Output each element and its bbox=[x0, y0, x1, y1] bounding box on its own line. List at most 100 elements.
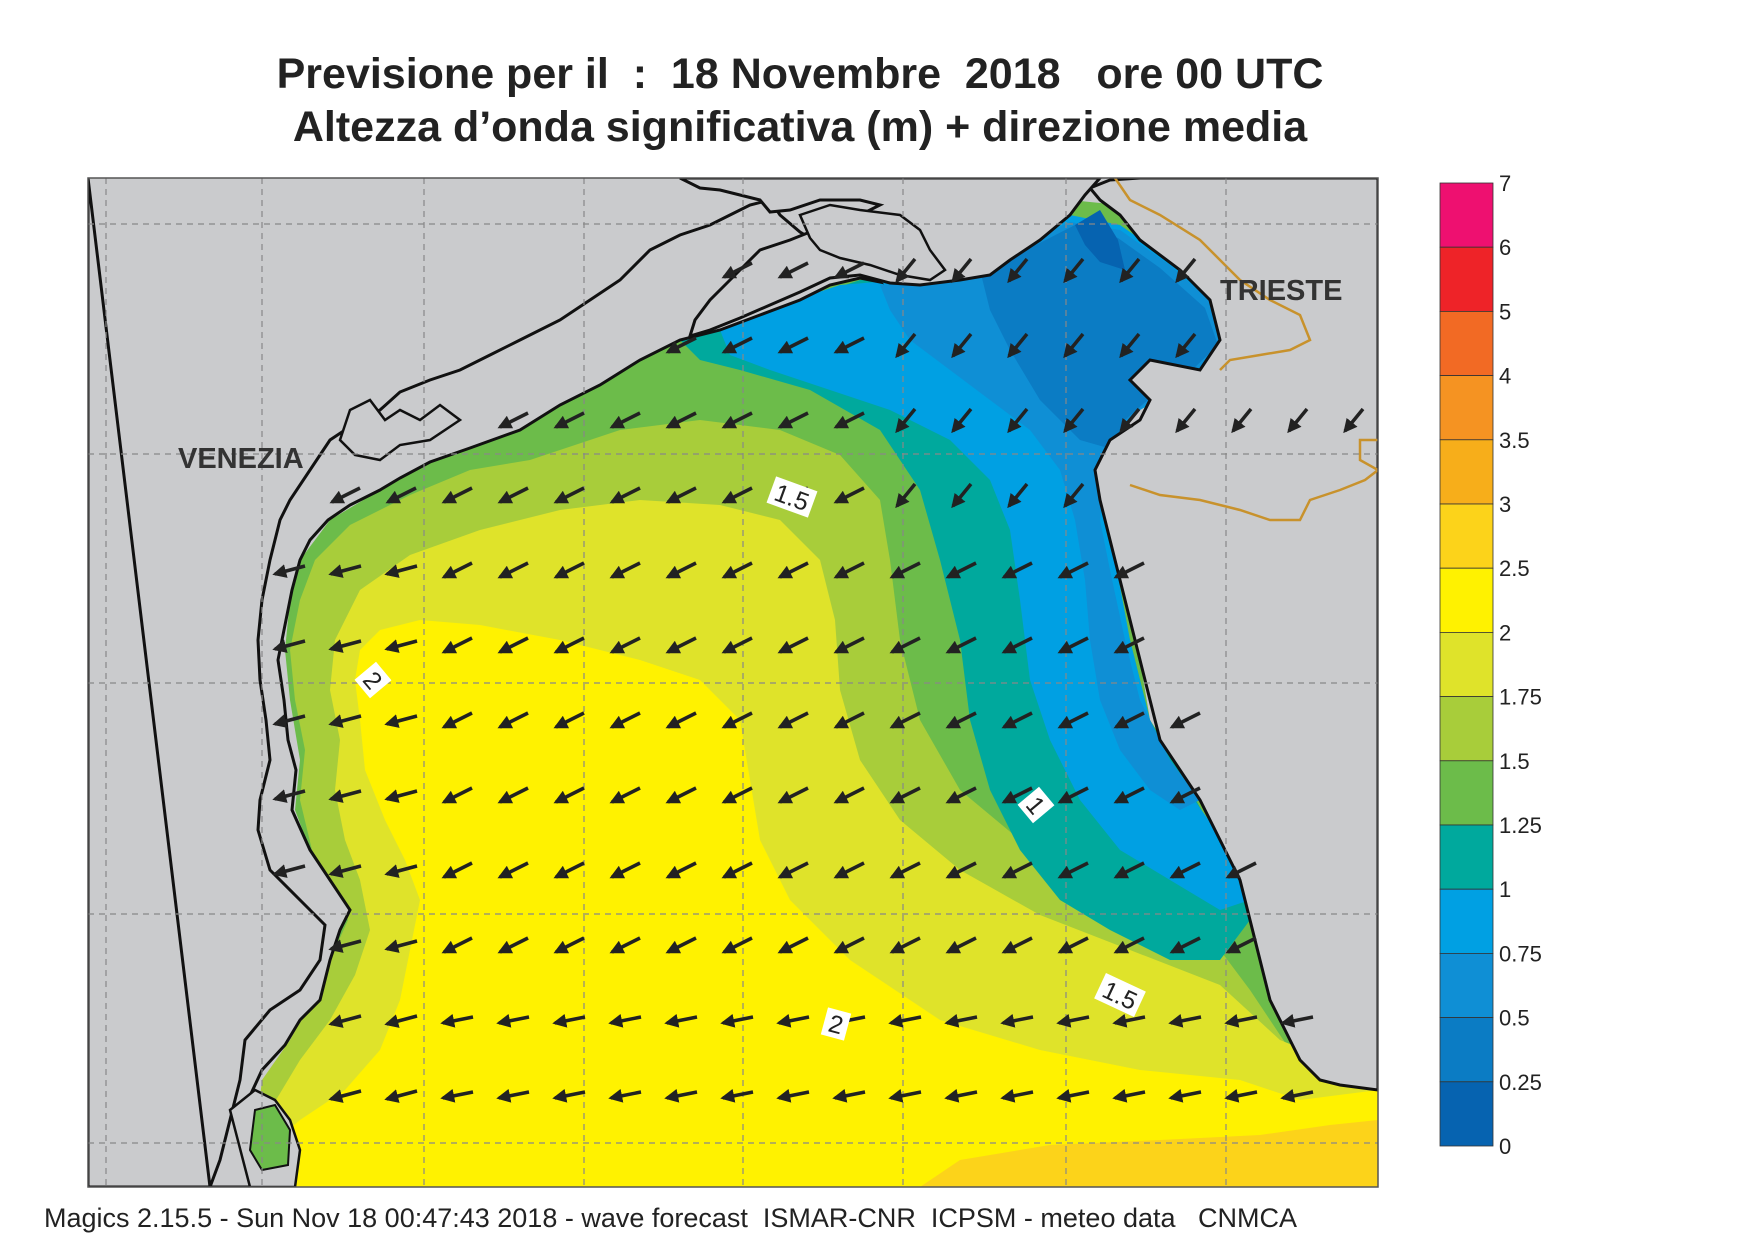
direction-arrow bbox=[440, 1088, 474, 1103]
direction-arrow bbox=[944, 1088, 978, 1103]
legend-swatch bbox=[1439, 888, 1494, 954]
direction-arrow bbox=[721, 336, 753, 354]
direction-arrow bbox=[441, 711, 473, 729]
direction-arrow bbox=[1113, 636, 1145, 654]
wave-band-2 bbox=[250, 620, 1378, 1187]
direction-arrow bbox=[895, 257, 917, 284]
direction-arrow bbox=[1113, 711, 1145, 729]
direction-arrow bbox=[720, 1013, 754, 1028]
direction-arrow bbox=[553, 411, 585, 429]
direction-arrow bbox=[721, 561, 753, 579]
direction-arrow bbox=[721, 411, 753, 429]
direction-arrow bbox=[1112, 1013, 1146, 1028]
direction-arrow bbox=[1280, 1088, 1314, 1103]
direction-arrow bbox=[1169, 786, 1201, 804]
direction-arrow bbox=[1063, 407, 1085, 434]
direction-arrow bbox=[720, 1088, 754, 1103]
direction-arrow bbox=[1119, 332, 1141, 359]
legend-swatch bbox=[1439, 1081, 1494, 1147]
direction-arrow bbox=[1225, 861, 1257, 879]
direction-arrow bbox=[552, 1088, 586, 1103]
direction-arrow bbox=[833, 936, 865, 954]
direction-arrow bbox=[1175, 407, 1197, 434]
direction-arrow bbox=[721, 786, 753, 804]
direction-arrow bbox=[945, 861, 977, 879]
direction-arrow bbox=[329, 486, 361, 504]
direction-arrow bbox=[440, 1013, 474, 1028]
direction-arrow bbox=[609, 786, 641, 804]
direction-arrow bbox=[889, 711, 921, 729]
direction-arrow bbox=[1287, 407, 1309, 434]
legend-tick-label: 6 bbox=[1499, 235, 1511, 260]
direction-arrow bbox=[1001, 636, 1033, 654]
direction-arrow bbox=[1168, 1013, 1202, 1028]
direction-arrow bbox=[951, 482, 973, 509]
direction-arrow bbox=[384, 714, 418, 728]
direction-arrow bbox=[944, 1013, 978, 1028]
direction-arrow bbox=[1119, 257, 1141, 284]
direction-arrow bbox=[609, 711, 641, 729]
direction-arrow bbox=[665, 486, 697, 504]
direction-arrow bbox=[665, 711, 697, 729]
direction-arrow bbox=[1168, 1088, 1202, 1103]
legend-tick-label: 1 bbox=[1499, 877, 1511, 902]
legend-tick-label: 1.25 bbox=[1499, 813, 1542, 838]
direction-arrow bbox=[777, 861, 809, 879]
direction-arrow bbox=[553, 861, 585, 879]
direction-arrow bbox=[441, 561, 473, 579]
direction-arrow bbox=[951, 407, 973, 434]
wave-band-2-5 bbox=[920, 1120, 1378, 1187]
direction-arrow bbox=[384, 564, 418, 578]
direction-arrow bbox=[833, 711, 865, 729]
direction-arrow bbox=[889, 936, 921, 954]
legend-swatch bbox=[1439, 182, 1494, 248]
direction-arrow bbox=[496, 1088, 530, 1103]
direction-arrow bbox=[777, 711, 809, 729]
direction-arrow bbox=[384, 939, 418, 953]
direction-arrow bbox=[1343, 407, 1365, 434]
direction-arrow bbox=[497, 411, 529, 429]
direction-arrow bbox=[272, 639, 306, 653]
direction-arrow bbox=[1175, 257, 1197, 284]
legend-swatch bbox=[1439, 503, 1494, 569]
direction-arrow bbox=[665, 936, 697, 954]
direction-arrow bbox=[833, 261, 865, 279]
direction-arrow bbox=[664, 1013, 698, 1028]
legend-swatch bbox=[1439, 1017, 1494, 1083]
direction-arrow bbox=[945, 711, 977, 729]
direction-arrow bbox=[777, 561, 809, 579]
direction-arrow bbox=[1057, 561, 1089, 579]
direction-arrow bbox=[895, 332, 917, 359]
direction-arrow bbox=[833, 861, 865, 879]
direction-arrow bbox=[1113, 561, 1145, 579]
direction-arrow bbox=[895, 482, 917, 509]
direction-arrow bbox=[609, 636, 641, 654]
legend-swatch bbox=[1439, 760, 1494, 826]
direction-arrow bbox=[441, 861, 473, 879]
direction-arrow bbox=[1057, 636, 1089, 654]
direction-arrow bbox=[497, 486, 529, 504]
legend-tick-label: 3.5 bbox=[1499, 428, 1530, 453]
direction-arrow bbox=[1057, 936, 1089, 954]
direction-arrow bbox=[951, 257, 973, 284]
direction-arrow bbox=[497, 561, 529, 579]
lagoon-islands bbox=[338, 398, 463, 462]
direction-arrow bbox=[272, 789, 306, 803]
legend-swatch bbox=[1439, 375, 1494, 441]
direction-arrow bbox=[1001, 936, 1033, 954]
direction-arrow bbox=[552, 1013, 586, 1028]
direction-arrow bbox=[1007, 332, 1029, 359]
direction-arrow bbox=[609, 411, 641, 429]
direction-arrow bbox=[328, 939, 362, 953]
legend-swatch bbox=[1439, 824, 1494, 890]
direction-arrow bbox=[833, 486, 865, 504]
direction-arrow bbox=[664, 1088, 698, 1103]
direction-arrow bbox=[272, 714, 306, 728]
direction-arrow bbox=[833, 636, 865, 654]
direction-arrow bbox=[328, 639, 362, 653]
direction-arrow bbox=[777, 336, 809, 354]
legend-tick-label: 0.25 bbox=[1499, 1070, 1542, 1095]
wave-direction-arrows bbox=[272, 257, 1365, 1103]
place-label-trieste: TRIESTE bbox=[1220, 275, 1342, 307]
